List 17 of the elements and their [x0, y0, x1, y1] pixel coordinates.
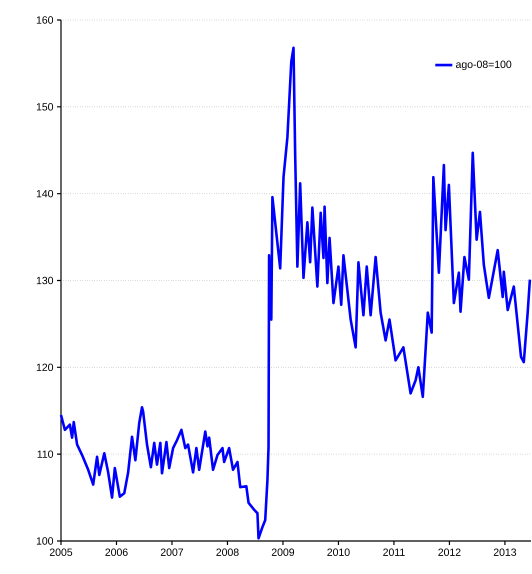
x-tick-label: 2006	[106, 548, 128, 556]
y-tick-label: 120	[37, 364, 54, 372]
x-tick-label: 2005	[50, 548, 72, 556]
legend-label: ago-08=100	[456, 60, 512, 70]
y-tick-label: 160	[37, 16, 54, 24]
y-tick-label: 110	[38, 450, 54, 458]
x-tick-label: 2008	[216, 548, 239, 556]
y-tick-label: 150	[37, 103, 54, 111]
x-tick-label: 2009	[272, 548, 294, 556]
x-tick-label: 2007	[161, 548, 184, 556]
y-tick-label: 130	[37, 276, 54, 284]
x-tick-label: 2012	[438, 548, 461, 556]
y-tick-label: 100	[37, 537, 54, 545]
y-tick-label: 140	[37, 190, 54, 198]
x-tick-label: 2013	[494, 548, 516, 556]
x-tick-label: 2011	[383, 548, 405, 556]
x-tick-label: 2010	[328, 548, 350, 556]
